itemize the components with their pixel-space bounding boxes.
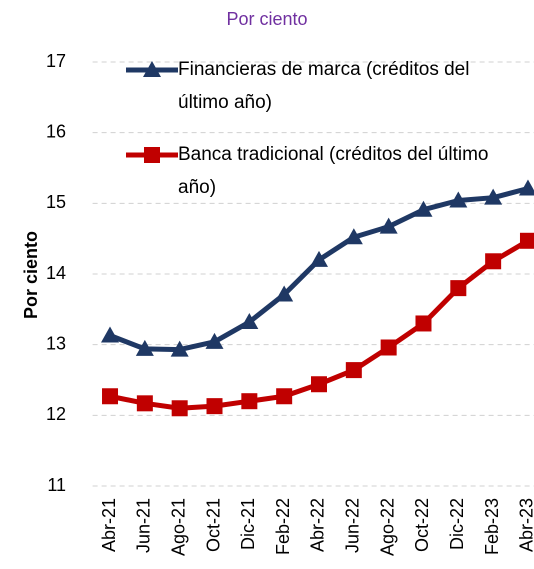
chart-subtitle: Por ciento <box>226 9 307 29</box>
x-tick-label: Abr-23 <box>517 498 534 552</box>
y-tick-label: 11 <box>47 475 66 495</box>
x-tick-label: Ago-22 <box>377 498 397 556</box>
x-tick-label: Jun-21 <box>134 498 154 553</box>
marker <box>310 376 327 393</box>
x-tick-label: Feb-23 <box>482 498 502 555</box>
y-tick-label: 14 <box>46 263 66 283</box>
marker <box>144 147 160 163</box>
marker <box>136 395 153 412</box>
marker <box>519 232 534 249</box>
marker <box>171 400 188 417</box>
marker <box>102 388 119 405</box>
y-tick-label: 15 <box>46 192 66 212</box>
marker <box>240 313 259 330</box>
x-tick-label: Abr-21 <box>99 498 119 552</box>
marker <box>518 179 534 196</box>
marker <box>309 250 328 267</box>
x-tick-label: Feb-22 <box>273 498 293 555</box>
marker <box>379 217 398 234</box>
marker <box>380 339 397 356</box>
y-tick-label: 13 <box>46 333 66 353</box>
series-line <box>109 186 529 353</box>
marker <box>135 339 154 356</box>
legend-entry: Financieras de marca (créditos del últim… <box>178 59 470 113</box>
marker <box>450 280 467 297</box>
marker <box>414 200 433 217</box>
marker <box>276 388 293 405</box>
marker <box>170 340 189 357</box>
marker <box>143 61 161 77</box>
x-tick-label: Jun-22 <box>343 498 363 553</box>
marker <box>484 188 503 205</box>
marker <box>275 285 294 302</box>
marker <box>241 393 258 410</box>
y-tick-label: 12 <box>46 404 66 424</box>
marker <box>344 228 363 245</box>
y-tick-label: 17 <box>46 51 66 71</box>
y-tick-label: 16 <box>46 121 66 141</box>
x-tick-label: Dic-21 <box>238 498 258 550</box>
x-tick-label: Oct-21 <box>203 498 223 552</box>
marker <box>449 191 468 208</box>
marker <box>415 315 432 332</box>
marker <box>206 398 223 415</box>
y-axis-label: Por ciento <box>21 231 41 319</box>
x-tick-label: Ago-21 <box>168 498 188 556</box>
legend-entry: Banca tradicional (créditos del último a… <box>178 144 489 198</box>
marker <box>101 326 120 343</box>
x-tick-label: Abr-22 <box>308 498 328 552</box>
x-tick-label: Dic-22 <box>447 498 467 550</box>
marker <box>345 362 362 379</box>
marker <box>485 253 502 270</box>
marker <box>205 332 224 349</box>
x-tick-label: Oct-22 <box>412 498 432 552</box>
